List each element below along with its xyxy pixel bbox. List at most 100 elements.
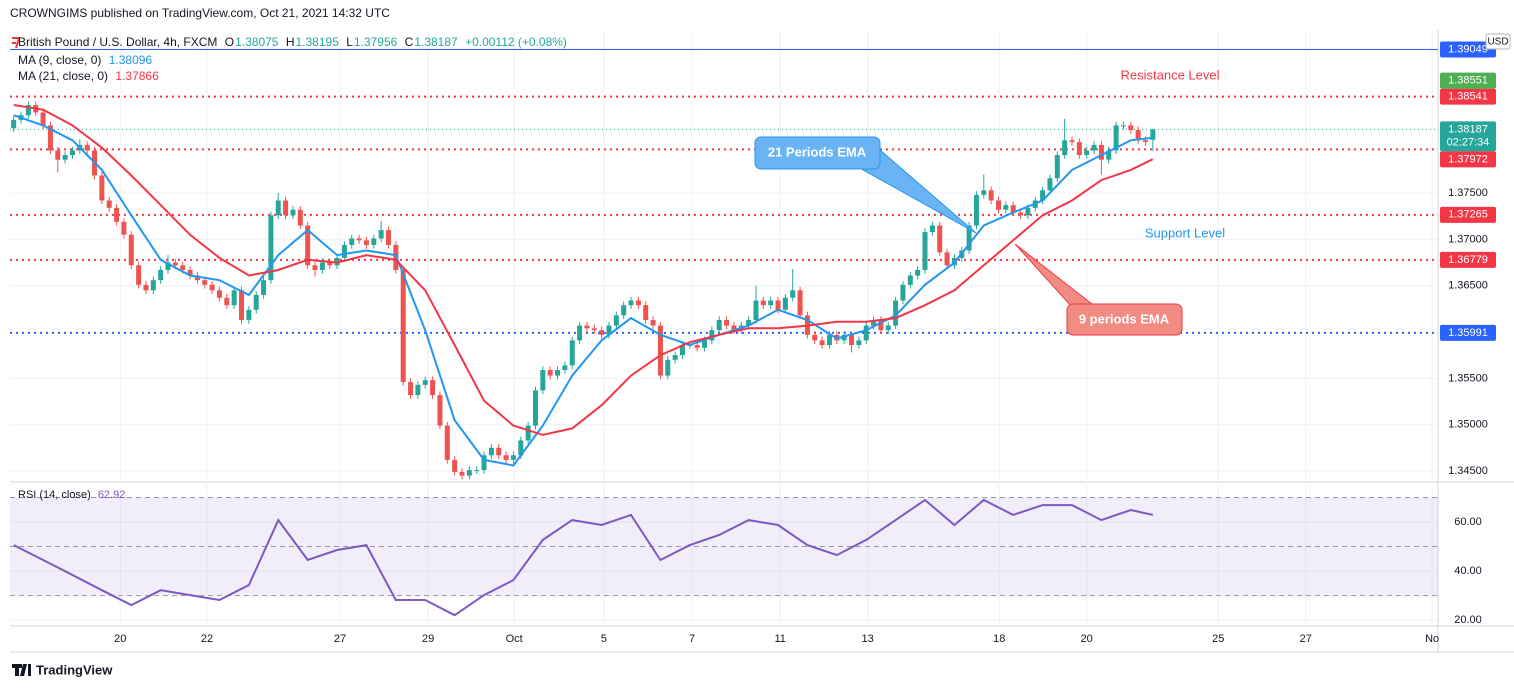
candle-body <box>474 470 480 472</box>
candle-body <box>907 275 913 285</box>
candle-body <box>893 300 899 326</box>
rsi-tick-label: 20.00 <box>1454 614 1482 626</box>
candle-body <box>944 252 950 266</box>
candle-body <box>599 330 605 335</box>
candle-body <box>826 334 832 346</box>
candle-body <box>591 328 597 331</box>
candle-body <box>724 319 730 326</box>
candle-body <box>679 345 685 356</box>
legend-ma21: MA (21, close, 0) 1.37866 <box>18 69 163 83</box>
candle-body <box>709 330 715 341</box>
candle-body <box>239 290 245 320</box>
logo <box>12 664 31 676</box>
candle-body <box>635 300 641 306</box>
candle-body <box>1091 144 1097 151</box>
candle-body <box>99 175 105 201</box>
ohlc-value: 1.38195 <box>295 35 339 49</box>
candle-body <box>275 200 281 216</box>
price-label-box <box>1440 324 1496 341</box>
callout-box <box>754 136 881 170</box>
ma-line <box>13 114 1153 467</box>
candle-body <box>297 209 303 226</box>
legend-rsi: RSI (14, close) 62.92 <box>18 489 129 501</box>
candle-body <box>290 209 296 216</box>
y-tick-label: 1.35500 <box>1448 372 1488 384</box>
candle-body <box>525 425 531 441</box>
candle-body <box>187 269 193 276</box>
x-tick-label: 27 <box>334 633 346 645</box>
candle-body <box>488 447 494 456</box>
y-tick-label: 1.35000 <box>1448 419 1488 431</box>
candle-body <box>11 119 17 129</box>
candle-body <box>1054 155 1060 179</box>
candle-body <box>1135 130 1141 141</box>
price-label: 1.36779 <box>1448 254 1488 266</box>
candle-body <box>158 269 164 281</box>
callout-21: 21 Periods EMA <box>754 136 977 234</box>
candle-body <box>878 319 884 331</box>
y-tick-label: 1.34500 <box>1448 465 1488 477</box>
candle-body <box>106 200 112 208</box>
symbol: British Pound / U.S. Dollar, 4h, FXCM <box>18 35 218 49</box>
candle-body <box>47 125 53 151</box>
candle-body <box>1128 125 1134 131</box>
candle-body <box>371 238 377 245</box>
candle-body <box>871 319 877 326</box>
candle-body <box>408 382 414 396</box>
candle-body <box>613 315 619 326</box>
candle-body <box>1025 207 1031 216</box>
candle-body <box>1076 142 1082 156</box>
candle-body <box>775 300 781 310</box>
candle-body <box>305 225 311 266</box>
candle-body <box>84 144 90 151</box>
candle-body <box>510 455 516 460</box>
candle-body <box>746 319 752 326</box>
ohlc-key: H <box>285 35 295 49</box>
candle-body <box>422 380 428 385</box>
candle-body <box>1018 212 1024 216</box>
candle-body <box>378 230 384 239</box>
candle-body <box>216 290 222 298</box>
price-label: 1.37972 <box>1448 153 1488 165</box>
indicator-name: MA (9, close, 0) <box>18 53 102 67</box>
price-label: 1.39049 <box>1448 43 1488 55</box>
candle-body <box>1047 178 1053 191</box>
candle-body <box>547 370 553 376</box>
candle-body <box>466 470 472 476</box>
annotation: Resistance Level <box>1121 67 1220 82</box>
candle-body <box>657 325 663 376</box>
candle-body <box>555 370 561 376</box>
x-tick-label: 27 <box>1300 633 1312 645</box>
candle-body <box>209 284 215 291</box>
candle-body <box>665 359 671 376</box>
candle-body <box>69 150 75 156</box>
x-tick-label: 11 <box>775 633 786 645</box>
candle-body <box>790 290 796 298</box>
indicator-name: RSI (14, close) <box>18 489 91 501</box>
candle-body <box>1106 150 1112 160</box>
candle-body <box>1142 140 1148 143</box>
callout-text: 9 periods EMA <box>1079 311 1170 326</box>
candle-body <box>261 280 267 295</box>
x-tick-label: Oct <box>506 633 523 645</box>
legend-ma9: MA (9, close, 0) 1.38096 <box>18 53 156 67</box>
candle-body <box>143 284 149 291</box>
x-tick-label: 20 <box>114 633 126 645</box>
price-label-box <box>1440 88 1496 105</box>
candle-body <box>1062 140 1068 156</box>
candle-body <box>584 325 590 329</box>
countdown: 02:27:34 <box>1447 136 1490 148</box>
candle-body <box>481 455 487 471</box>
candle-body <box>437 395 443 426</box>
price-label-box <box>1440 41 1496 58</box>
candle-body <box>341 244 347 258</box>
y-tick-label: 1.37500 <box>1448 187 1488 199</box>
candle-body <box>253 294 259 310</box>
indicator-name: MA (21, close, 0) <box>18 69 109 83</box>
candle-body <box>650 319 656 326</box>
candle-body <box>606 325 612 335</box>
candle-body <box>400 269 406 383</box>
candle-body <box>753 300 759 320</box>
ohlc-key: L <box>346 35 353 49</box>
